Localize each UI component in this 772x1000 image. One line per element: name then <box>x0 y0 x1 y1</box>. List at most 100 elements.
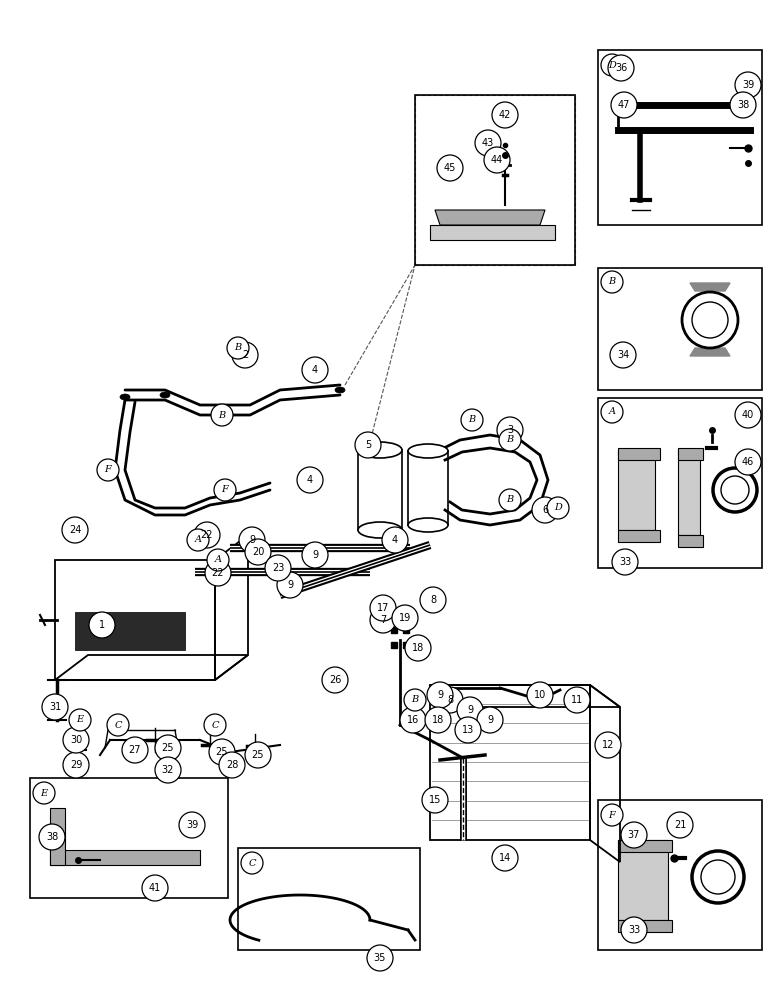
Circle shape <box>492 102 518 128</box>
Text: 32: 32 <box>162 765 174 775</box>
Polygon shape <box>678 450 700 535</box>
Circle shape <box>400 707 426 733</box>
Polygon shape <box>430 225 555 240</box>
Circle shape <box>277 572 303 598</box>
Circle shape <box>610 342 636 368</box>
Circle shape <box>63 752 89 778</box>
Text: 39: 39 <box>186 820 198 830</box>
Text: F: F <box>222 486 229 494</box>
Circle shape <box>547 497 569 519</box>
Circle shape <box>392 605 418 631</box>
Text: 45: 45 <box>444 163 456 173</box>
Bar <box>30 778 228 898</box>
Text: 9: 9 <box>437 690 443 700</box>
Bar <box>598 50 762 225</box>
Circle shape <box>608 55 634 81</box>
Circle shape <box>227 337 249 359</box>
Text: 6: 6 <box>542 505 548 515</box>
Bar <box>238 848 420 950</box>
Text: 13: 13 <box>462 725 474 735</box>
Circle shape <box>241 852 263 874</box>
Circle shape <box>455 717 481 743</box>
Text: 14: 14 <box>499 853 511 863</box>
Polygon shape <box>618 530 660 542</box>
Polygon shape <box>690 283 730 291</box>
Circle shape <box>420 587 446 613</box>
Bar <box>598 800 762 950</box>
Text: A: A <box>215 556 222 564</box>
Text: 41: 41 <box>149 883 161 893</box>
Ellipse shape <box>120 394 130 400</box>
Text: F: F <box>105 466 111 475</box>
Text: 28: 28 <box>226 760 239 770</box>
Text: A: A <box>195 536 201 544</box>
Text: 4: 4 <box>307 475 313 485</box>
Circle shape <box>63 727 89 753</box>
Text: B: B <box>218 410 225 420</box>
Circle shape <box>107 714 129 736</box>
Circle shape <box>499 489 521 511</box>
Polygon shape <box>50 808 65 865</box>
Circle shape <box>265 555 291 581</box>
Polygon shape <box>618 448 660 460</box>
Circle shape <box>322 667 348 693</box>
Circle shape <box>527 682 553 708</box>
Text: 9: 9 <box>467 705 473 715</box>
Ellipse shape <box>160 392 170 398</box>
Text: 4: 4 <box>312 365 318 375</box>
Circle shape <box>497 417 523 443</box>
Polygon shape <box>435 210 545 225</box>
Text: E: E <box>40 788 48 798</box>
Ellipse shape <box>408 444 448 458</box>
Text: 16: 16 <box>407 715 419 725</box>
Polygon shape <box>618 840 668 920</box>
Circle shape <box>601 271 623 293</box>
Circle shape <box>370 607 396 633</box>
Text: 42: 42 <box>499 110 511 120</box>
Text: 18: 18 <box>432 715 444 725</box>
Text: 24: 24 <box>69 525 81 535</box>
Ellipse shape <box>358 522 402 538</box>
Circle shape <box>62 517 88 543</box>
Polygon shape <box>690 348 730 356</box>
Circle shape <box>33 782 55 804</box>
Circle shape <box>42 694 68 720</box>
Circle shape <box>302 542 328 568</box>
Circle shape <box>245 539 271 565</box>
Circle shape <box>437 687 463 713</box>
Circle shape <box>601 804 623 826</box>
Circle shape <box>211 404 233 426</box>
Circle shape <box>461 409 483 431</box>
Text: 38: 38 <box>737 100 749 110</box>
Circle shape <box>245 742 271 768</box>
Circle shape <box>735 449 761 475</box>
Circle shape <box>219 752 245 778</box>
Polygon shape <box>618 920 672 932</box>
Circle shape <box>425 707 451 733</box>
Text: 8: 8 <box>430 595 436 605</box>
Polygon shape <box>50 850 200 865</box>
Circle shape <box>209 739 235 765</box>
Circle shape <box>69 709 91 731</box>
Circle shape <box>667 812 693 838</box>
Circle shape <box>89 612 115 638</box>
Circle shape <box>239 527 265 553</box>
Polygon shape <box>75 612 185 650</box>
Text: B: B <box>506 495 513 504</box>
Polygon shape <box>618 840 672 852</box>
Text: 15: 15 <box>428 795 441 805</box>
Text: 44: 44 <box>491 155 503 165</box>
Text: B: B <box>608 277 615 286</box>
Polygon shape <box>618 450 655 530</box>
Circle shape <box>475 130 501 156</box>
Text: 11: 11 <box>571 695 583 705</box>
Circle shape <box>205 560 231 586</box>
Text: B: B <box>506 436 513 444</box>
Text: 10: 10 <box>534 690 546 700</box>
Circle shape <box>142 875 168 901</box>
Circle shape <box>601 54 623 76</box>
Text: 23: 23 <box>272 563 284 573</box>
Text: 27: 27 <box>129 745 141 755</box>
Circle shape <box>532 497 558 523</box>
Text: 1: 1 <box>99 620 105 630</box>
